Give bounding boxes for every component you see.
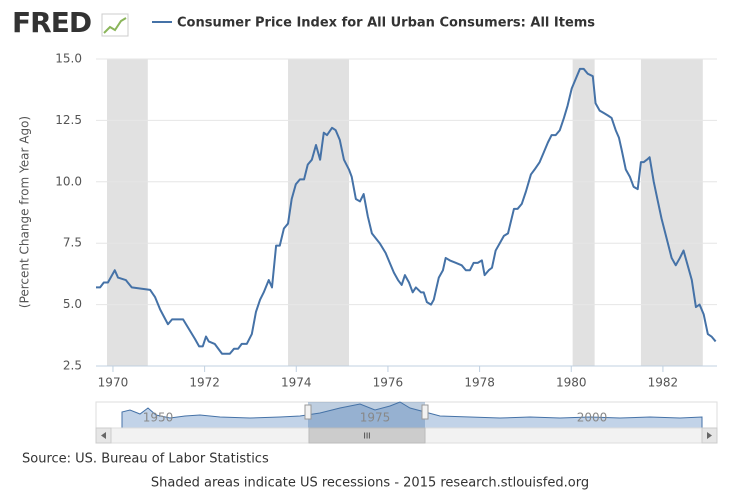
navigator-label: 1975 bbox=[360, 411, 391, 425]
recession-band bbox=[288, 59, 349, 366]
logo: FRED bbox=[12, 6, 91, 39]
plot-area: 2.5 5.0 7.5 10.0 12.5 15.0 1970 1972 1974 1976 197… bbox=[55, 52, 717, 390]
x-tick-label: 1972 bbox=[189, 376, 220, 390]
navigator-label: 1950 bbox=[143, 411, 174, 425]
y-tick-label: 7.5 bbox=[63, 236, 82, 250]
x-tick-label: 1980 bbox=[556, 376, 587, 390]
y-tick-label: 5.0 bbox=[63, 297, 82, 311]
x-tick-label: 1976 bbox=[373, 376, 404, 390]
recession-band bbox=[640, 59, 703, 366]
source: Source: US. Bureau of Labor Statistics bbox=[22, 452, 269, 467]
y-tick-label: 2.5 bbox=[63, 359, 82, 373]
y-tick-label: 10.0 bbox=[55, 174, 82, 188]
series-line bbox=[96, 67, 717, 355]
navigator: III 1950 1975 2000 bbox=[95, 401, 718, 444]
y-tick-label: 12.5 bbox=[55, 113, 82, 127]
y-axis-title: (Percent Change from Year Ago) bbox=[18, 116, 32, 308]
y-tick-label: 15.0 bbox=[55, 52, 82, 66]
x-tick-label: 1974 bbox=[281, 376, 312, 390]
scrollbar-thumb[interactable] bbox=[308, 427, 426, 444]
x-tick-label: 1982 bbox=[648, 376, 679, 390]
footer[interactable]: Shaded areas indicate US recessions - 20… bbox=[151, 476, 589, 491]
x-tick-label: 1970 bbox=[98, 376, 129, 390]
recession-band bbox=[106, 59, 148, 366]
navigator-label: 2000 bbox=[577, 411, 608, 425]
legend-label[interactable]: Consumer Price Index for All Urban Consu… bbox=[177, 16, 595, 31]
x-tick-label: 1978 bbox=[464, 376, 495, 390]
recession-band bbox=[572, 59, 595, 366]
logo-icon bbox=[101, 13, 129, 37]
scrollbar-grip: III bbox=[363, 432, 370, 441]
